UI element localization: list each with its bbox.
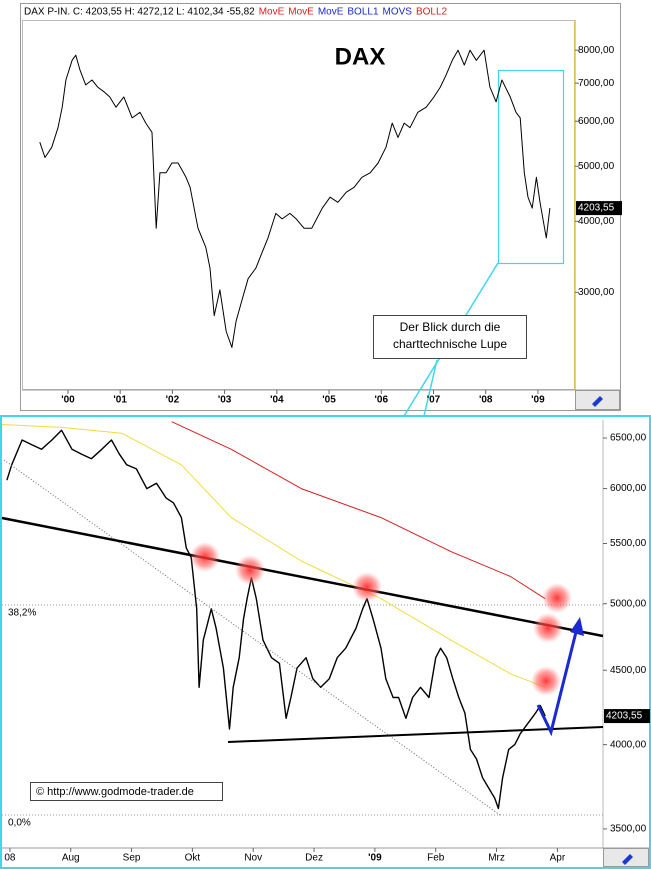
highlight <box>235 555 265 585</box>
x-tick-label: '03 <box>218 395 232 406</box>
tool-button[interactable] <box>603 848 649 867</box>
y-tick-label: 7000,00 <box>578 78 615 89</box>
zoom-box <box>497 69 565 265</box>
x-tick-label: '04 <box>270 395 284 406</box>
highlight <box>531 666 561 696</box>
y-tick-label: 6000,00 <box>610 483 647 494</box>
price-label-box <box>604 709 650 724</box>
x-tick-label: Apr <box>550 853 566 864</box>
x-tick-label: '00 <box>61 395 75 406</box>
header-item: MOVS <box>383 7 413 18</box>
x-tick-label: '05 <box>322 395 336 406</box>
y-tick-label: 4000,00 <box>578 216 615 227</box>
copyright-box <box>30 782 223 801</box>
price-label: 4203,55 <box>578 203 615 214</box>
header-item: DAX P-IN. C: 4203,55 H: 4272,12 L: 4102,… <box>24 7 255 18</box>
x-tick-label: Nov <box>244 853 262 864</box>
y-tick-label: 6000,00 <box>578 116 615 127</box>
x-tick-label: Mrz <box>488 853 505 864</box>
price-line <box>6 429 546 810</box>
x-tick-label: Sep <box>123 853 141 864</box>
price-line <box>1 424 546 688</box>
price-line <box>171 421 546 600</box>
trendline <box>1 516 604 638</box>
arrow-head <box>570 617 584 636</box>
tool-icon <box>592 396 603 407</box>
annotation-text: charttechnische Lupe <box>393 337 507 351</box>
forecast-arrow <box>536 627 579 737</box>
x-tick-label: '09 <box>368 853 382 864</box>
x-tick-label: 08 <box>4 853 16 864</box>
x-tick-label: '02 <box>166 395 180 406</box>
x-tick-label: '06 <box>375 395 389 406</box>
highlight <box>533 613 563 643</box>
fib-label: 38,2% <box>8 608 36 619</box>
x-tick-label: Okt <box>185 853 201 864</box>
zoom-connector <box>423 359 438 417</box>
highlight <box>190 542 220 572</box>
x-tick-label: '01 <box>113 395 127 406</box>
x-tick-label: '09 <box>531 395 545 406</box>
trendline <box>227 726 604 743</box>
price-line <box>39 49 551 348</box>
x-tick-label: Dez <box>305 853 323 864</box>
header-item: MovE <box>318 7 344 18</box>
header-item: MovE <box>259 7 285 18</box>
chart-title: DAX <box>335 43 386 70</box>
y-tick-label: 5000,00 <box>610 598 647 609</box>
header-item: BOLL2 <box>416 7 448 18</box>
y-tick-label: 6500,00 <box>610 433 647 444</box>
price-label: 4203,55 <box>606 711 643 722</box>
header-item: BOLL1 <box>347 7 379 18</box>
bottom-panel-frame <box>0 415 651 869</box>
x-tick-label: Feb <box>427 853 445 864</box>
x-tick-label: Aug <box>62 853 80 864</box>
highlight <box>542 583 572 613</box>
y-tick-label: 5500,00 <box>610 538 647 549</box>
tool-icon <box>622 854 633 865</box>
y-tick-label: 8000,00 <box>578 45 615 56</box>
header-item: MovE <box>288 7 314 18</box>
x-tick-label: '07 <box>427 395 441 406</box>
fib-label: 0,0% <box>8 818 31 829</box>
y-tick-label: 4000,00 <box>610 739 647 750</box>
bottom-plot: 3500,00 4000,00 4500,00 5000,00 5500,00 6000,… <box>1 421 650 864</box>
y-tick-label: 3500,00 <box>610 824 647 835</box>
annotation-box <box>373 315 527 359</box>
x-tick-label: '08 <box>479 395 493 406</box>
y-tick-label: 5000,00 <box>578 161 615 172</box>
y-tick-label: 4500,00 <box>610 665 647 676</box>
overlay: © http://www.godmode-trader.de <box>1 459 604 816</box>
price-label-box <box>576 201 622 216</box>
copyright: © http://www.godmode-trader.de <box>36 786 194 798</box>
y-tick-label: 3000,00 <box>578 287 615 298</box>
annotation-text: Der Blick durch die <box>400 320 501 334</box>
highlight <box>352 572 382 602</box>
